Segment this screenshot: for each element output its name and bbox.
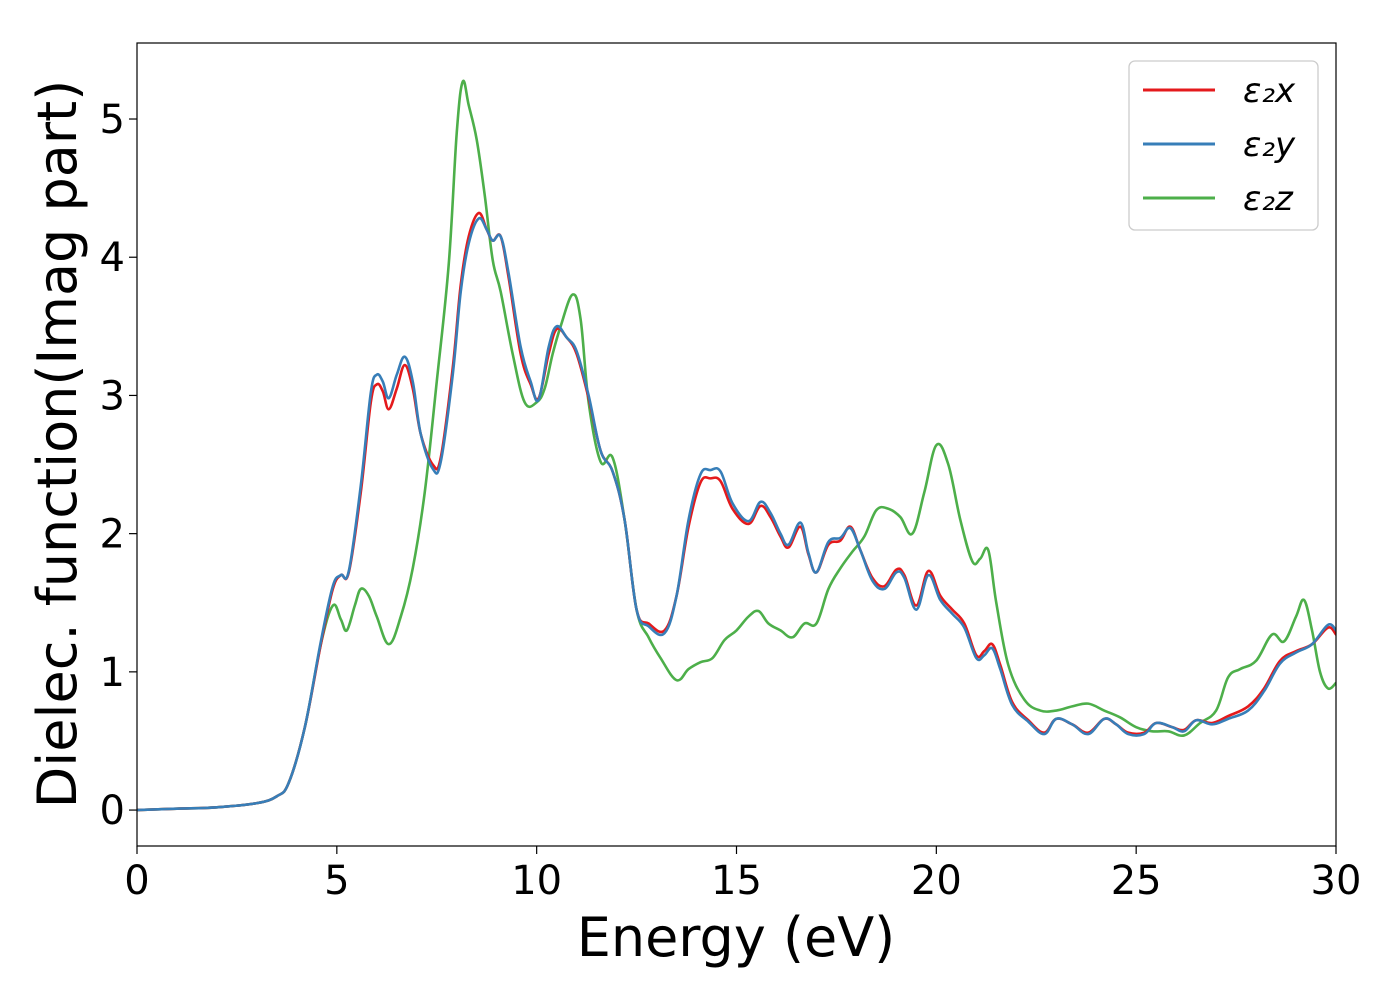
x-tick-label: 5: [324, 858, 349, 904]
series-layer: [137, 79, 1336, 812]
y-tick-label: 3: [100, 373, 125, 419]
legend: ε₂x ε₂y ε₂z: [1128, 60, 1319, 231]
legend-label: ε₂x: [1243, 71, 1296, 111]
x-tick-label: 20: [911, 858, 962, 904]
x-tick-label: 0: [124, 858, 149, 904]
legend-entries: ε₂x ε₂y ε₂z: [1143, 71, 1296, 219]
y-tick-label: 0: [100, 788, 125, 834]
x-axis-label: Energy (eV): [577, 906, 896, 969]
legend-label: ε₂y: [1243, 125, 1296, 165]
legend-label: ε₂z: [1243, 179, 1294, 219]
x-tick-label: 10: [511, 858, 562, 904]
legend-box: [1128, 60, 1319, 231]
series-line-z: [137, 79, 1336, 812]
tick-layer: 0 5 10 15 20 25 30 0 1 2 3 4 5: [100, 97, 1362, 904]
y-axis-label: Dielec. function(Imag part): [26, 80, 89, 809]
y-tick-label: 2: [100, 512, 125, 558]
x-tick-label: 30: [1311, 858, 1362, 904]
y-tick-label: 4: [100, 235, 125, 281]
y-tick-label: 5: [100, 97, 125, 143]
x-tick-label: 15: [711, 858, 762, 904]
series-line-y: [137, 216, 1336, 812]
y-tick-label: 1: [100, 650, 125, 696]
x-tick-label: 25: [1111, 858, 1162, 904]
